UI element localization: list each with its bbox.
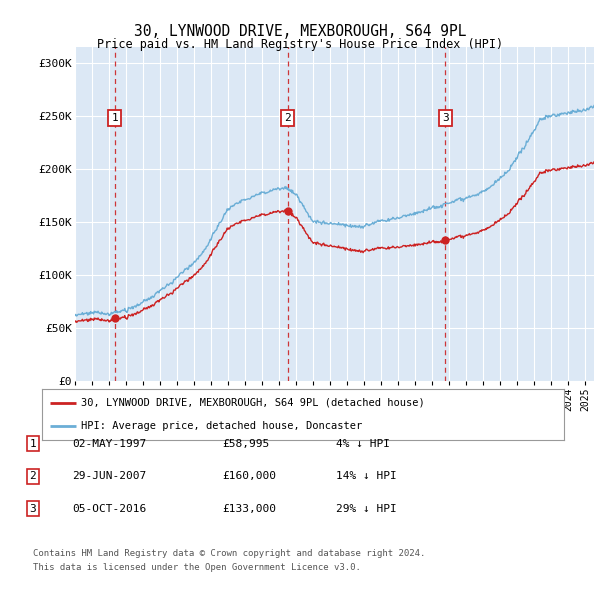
- Text: HPI: Average price, detached house, Doncaster: HPI: Average price, detached house, Donc…: [81, 421, 362, 431]
- Text: 4% ↓ HPI: 4% ↓ HPI: [336, 439, 390, 448]
- Text: 1: 1: [29, 439, 37, 448]
- Text: £133,000: £133,000: [222, 504, 276, 513]
- Text: 05-OCT-2016: 05-OCT-2016: [72, 504, 146, 513]
- Text: 30, LYNWOOD DRIVE, MEXBOROUGH, S64 9PL (detached house): 30, LYNWOOD DRIVE, MEXBOROUGH, S64 9PL (…: [81, 398, 425, 408]
- Text: 14% ↓ HPI: 14% ↓ HPI: [336, 471, 397, 481]
- Text: £58,995: £58,995: [222, 439, 269, 448]
- Text: 30, LYNWOOD DRIVE, MEXBOROUGH, S64 9PL: 30, LYNWOOD DRIVE, MEXBOROUGH, S64 9PL: [134, 24, 466, 38]
- Text: 3: 3: [442, 113, 448, 123]
- Text: 02-MAY-1997: 02-MAY-1997: [72, 439, 146, 448]
- Text: 3: 3: [29, 504, 37, 513]
- Text: Contains HM Land Registry data © Crown copyright and database right 2024.: Contains HM Land Registry data © Crown c…: [33, 549, 425, 558]
- Text: Price paid vs. HM Land Registry's House Price Index (HPI): Price paid vs. HM Land Registry's House …: [97, 38, 503, 51]
- Text: £160,000: £160,000: [222, 471, 276, 481]
- Text: This data is licensed under the Open Government Licence v3.0.: This data is licensed under the Open Gov…: [33, 563, 361, 572]
- Text: 29% ↓ HPI: 29% ↓ HPI: [336, 504, 397, 513]
- Text: 2: 2: [284, 113, 291, 123]
- Text: 29-JUN-2007: 29-JUN-2007: [72, 471, 146, 481]
- Text: 1: 1: [111, 113, 118, 123]
- Text: 2: 2: [29, 471, 37, 481]
